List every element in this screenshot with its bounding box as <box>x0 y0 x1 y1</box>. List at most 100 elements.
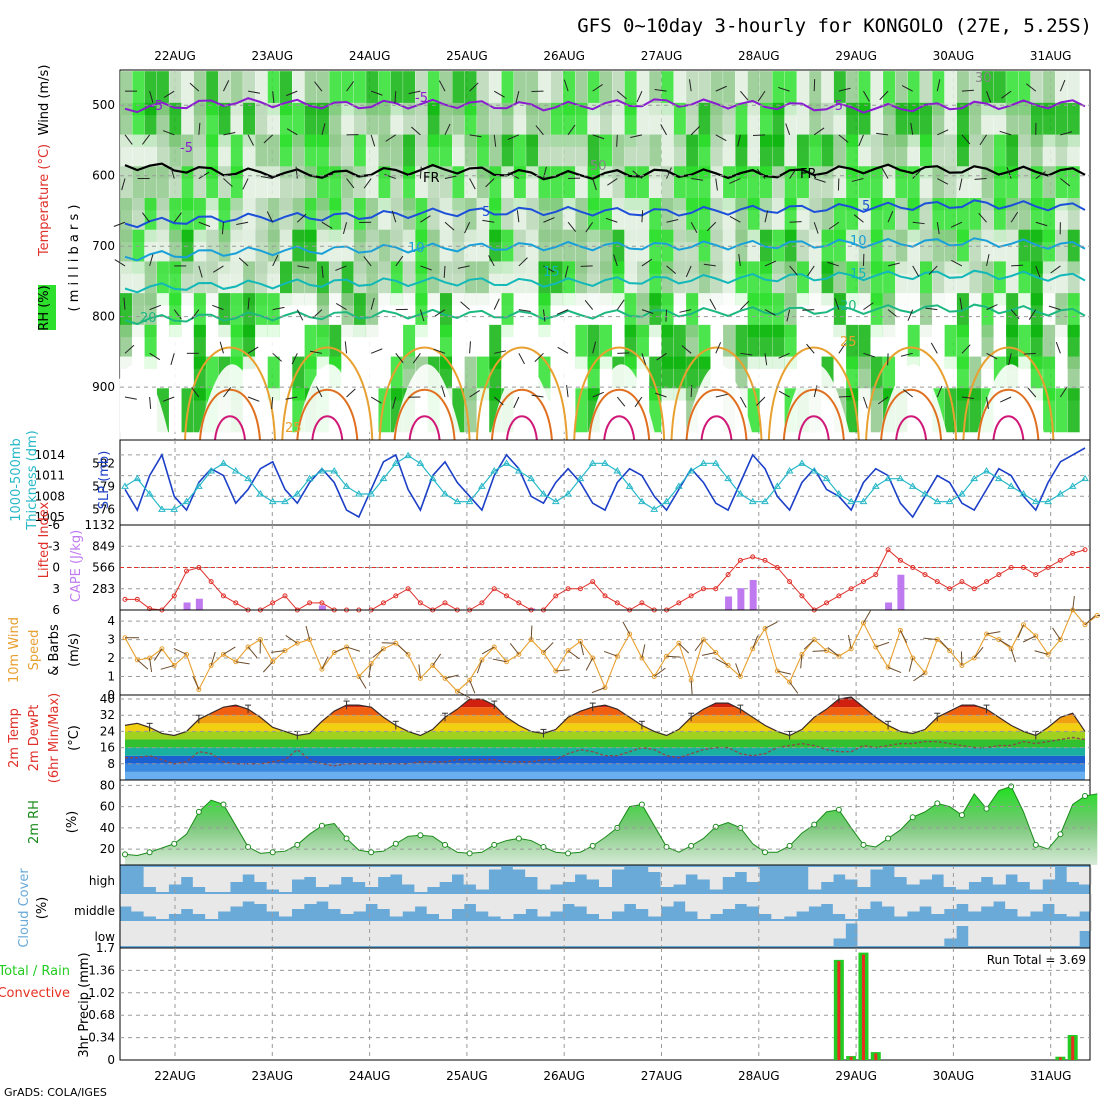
dry-layer-shape <box>294 364 365 440</box>
cloud-clear-cell <box>586 894 600 914</box>
cloud-clear-cell <box>537 921 551 946</box>
wind-barb <box>198 122 201 135</box>
lifted-index-point <box>122 596 128 602</box>
isotherm-35-dome <box>797 415 830 441</box>
thickness-point <box>342 482 351 489</box>
cloud-clear-cell <box>685 867 699 875</box>
precip-tick-label: 1.36 <box>88 963 115 977</box>
wind-barb <box>764 260 777 267</box>
temp-tick-label: 16 <box>100 741 115 755</box>
wind-speed-point <box>922 670 928 676</box>
cloud-clear-cell <box>783 921 797 946</box>
wind-speed-point <box>220 651 226 657</box>
cloud-clear-cell <box>279 867 292 892</box>
wind-barb <box>173 309 182 320</box>
cloud-clear-cell <box>820 921 834 946</box>
temp-axis-label: 2m Temp <box>7 708 22 768</box>
wind-barb <box>173 647 187 655</box>
cloud-clear-cell <box>574 894 588 907</box>
rh-unit-label: (%) <box>65 811 80 834</box>
wind-barb <box>641 644 646 659</box>
wind-speed-point <box>516 651 522 657</box>
cloud-clear-cell <box>1079 921 1092 931</box>
thickness-point <box>1068 482 1077 489</box>
bottom-date-label: 22AUG <box>154 1069 196 1083</box>
wind-barb <box>531 394 544 398</box>
cloud-clear-cell <box>168 921 182 946</box>
lifted-index-point <box>860 579 866 585</box>
minmax-axis-label: (6hr Min/Max) <box>47 693 62 783</box>
precip-tick-label: 1.7 <box>96 941 115 955</box>
wind-barb <box>764 621 778 629</box>
thickness-point <box>650 505 659 512</box>
cloud-clear-cell <box>426 921 440 946</box>
wind-barb <box>691 178 704 181</box>
cloud-clear-cell <box>992 894 1006 902</box>
thickness-point <box>699 459 708 466</box>
cloud-clear-cell <box>402 921 416 946</box>
wind-barb <box>124 344 135 354</box>
wind-barb <box>630 134 643 139</box>
wind-barb <box>518 353 525 365</box>
lifted-index-point <box>442 600 448 606</box>
isotherm-25-dome <box>281 346 374 441</box>
cloud-clear-cell <box>586 867 600 880</box>
cloud-clear-cell <box>623 894 637 904</box>
wind-barb <box>666 167 672 179</box>
wind-barb <box>764 309 776 316</box>
wind-barb <box>1027 387 1037 398</box>
wind-barb <box>789 681 799 694</box>
wind-barb <box>592 341 597 354</box>
wind-barb <box>789 265 798 276</box>
wind-barb <box>764 210 769 223</box>
isotherm-35-dome <box>700 415 733 441</box>
wind-barb <box>295 166 298 179</box>
wind-barb <box>863 90 870 102</box>
lifted-index-point <box>184 568 190 574</box>
thickness-point <box>453 497 462 505</box>
cloud-clear-cell <box>746 867 760 882</box>
wind-barb <box>444 221 455 231</box>
wind-barb <box>757 90 766 102</box>
wind-barb <box>806 343 815 354</box>
cloud-clear-cell <box>857 921 871 946</box>
cloud-clear-cell <box>389 921 403 946</box>
wind-barb <box>310 350 323 354</box>
wind-speed-point <box>1020 622 1026 628</box>
thickness-point <box>367 490 376 497</box>
dry-layer-shape <box>781 364 852 440</box>
isotherm-line <box>124 303 1086 326</box>
wind-barb <box>979 134 987 146</box>
bottom-date-axis: 22AUG 23AUG 24AUG 25AUG 26AUG 27AUG 28AUG 29AUG… <box>154 1069 1071 1083</box>
cloud-row-low: low <box>95 930 116 944</box>
cloud-clear-cell <box>217 867 231 892</box>
cloud-clear-cell <box>315 894 329 902</box>
wind-barb <box>739 396 747 408</box>
wind-barb <box>321 123 326 135</box>
wind-barb <box>192 676 200 690</box>
wind-barb <box>858 134 864 147</box>
thickness-point <box>231 467 240 474</box>
cloud-unit-label: (%) <box>35 897 50 920</box>
wind-speed-point <box>1033 633 1039 639</box>
wind-barb <box>740 300 750 310</box>
rh-point <box>909 814 916 821</box>
wind-barb <box>321 221 333 229</box>
cloud-clear-cell <box>463 921 477 946</box>
wind-barb <box>247 346 259 354</box>
wind-barb <box>121 178 126 191</box>
wind-barb <box>555 669 570 672</box>
wind-barb <box>391 210 397 223</box>
cloud-clear-cell <box>352 921 366 946</box>
wind-barb <box>189 82 200 92</box>
isotherm-30-dome <box>393 388 456 441</box>
thickness-axis-label: Thickness (dm) <box>25 430 40 530</box>
wind-barb <box>834 298 840 310</box>
cloud-clear-cell <box>968 921 982 946</box>
lifted-index-point <box>700 586 706 592</box>
thickness-point <box>810 467 819 474</box>
wind-speed-point <box>319 666 325 672</box>
isotherm-label: -5 <box>150 99 163 114</box>
thickness-point <box>514 467 523 474</box>
cape-tick-label: 566 <box>92 561 115 575</box>
